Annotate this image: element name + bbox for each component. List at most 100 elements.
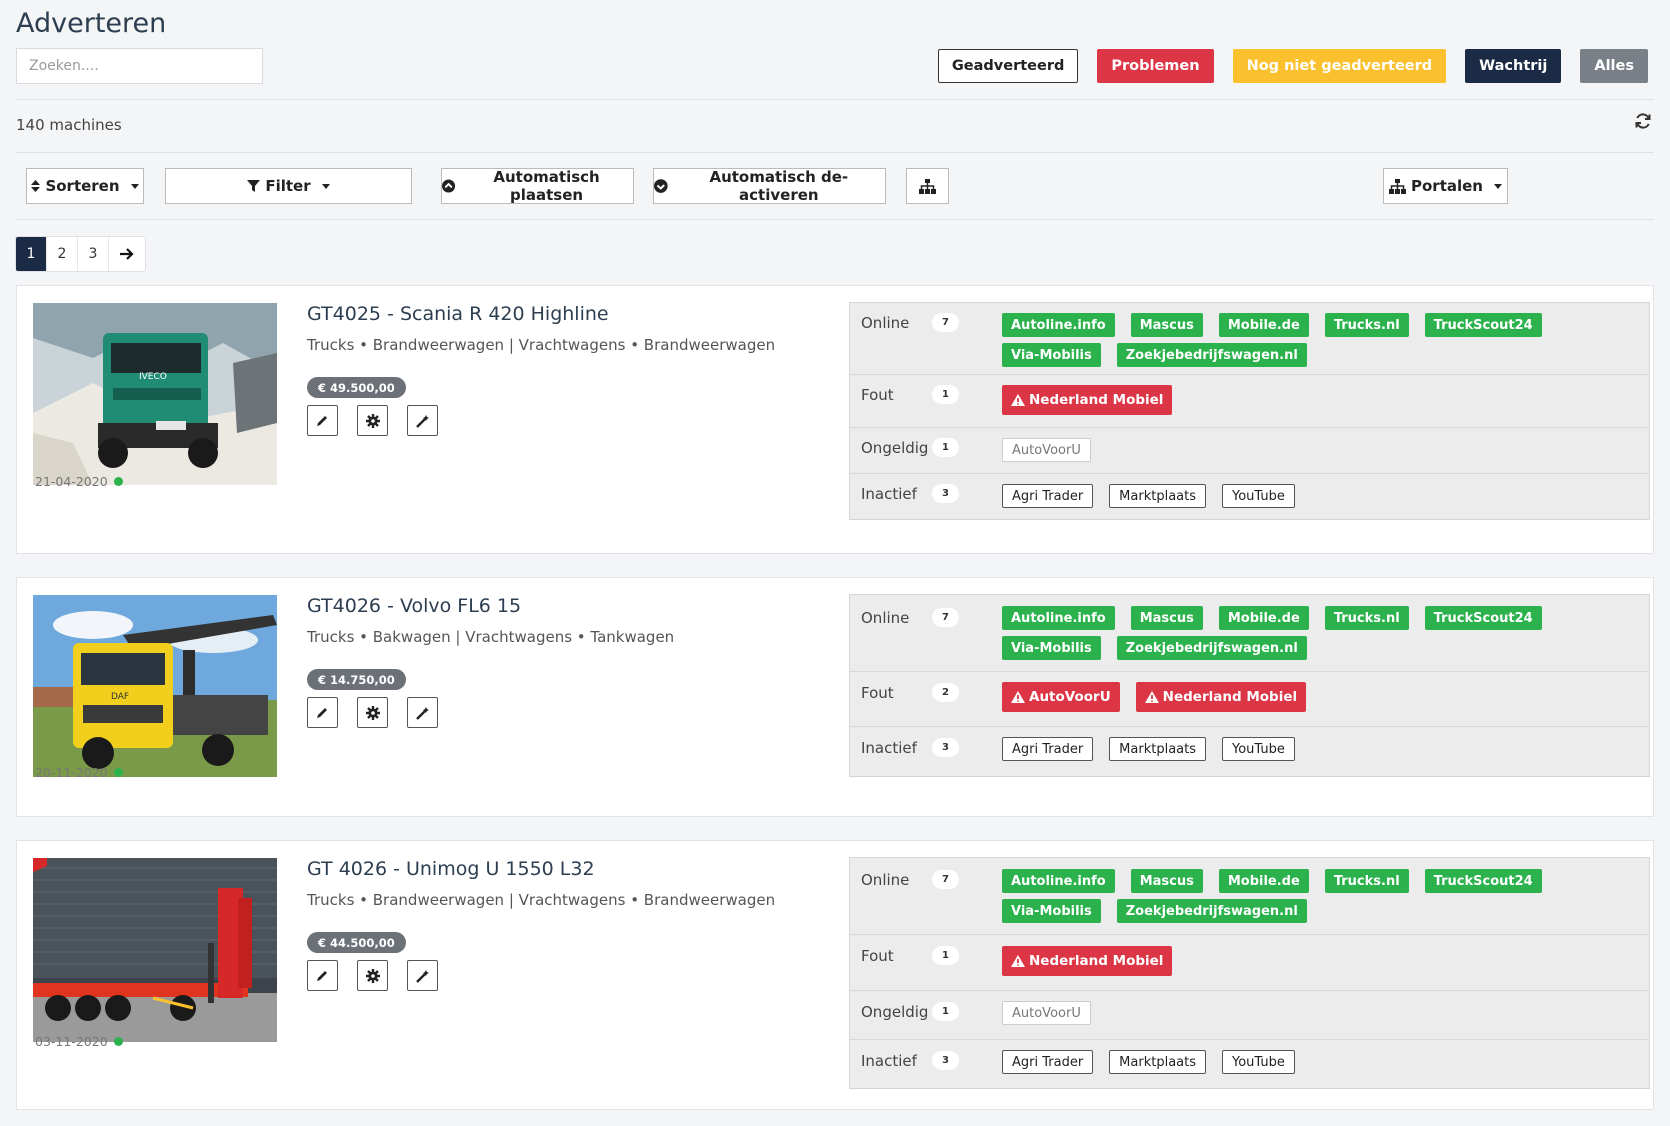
machine-photo[interactable] [33, 858, 277, 1042]
gear-icon [365, 413, 380, 428]
portal-badge[interactable]: Trucks.nl [1324, 606, 1409, 630]
settings-button[interactable] [357, 697, 388, 728]
filter-wachtrij-button[interactable]: Wachtrij [1465, 49, 1562, 83]
next-page-link[interactable] [109, 237, 145, 271]
status-label: Ongeldig [861, 1003, 929, 1021]
machine-photo[interactable]: DAF [33, 595, 277, 777]
status-label: Online [861, 314, 910, 332]
page-2-link[interactable]: 2 [47, 237, 78, 271]
portal-badge[interactable]: AutoVoorU [1002, 682, 1120, 712]
status-count: 2 [932, 683, 959, 702]
portal-badge[interactable]: Marktplaats [1109, 737, 1206, 761]
portal-badge[interactable]: Nederland Mobiel [1002, 385, 1173, 415]
sort-dropdown[interactable]: Sorteren [26, 168, 144, 204]
refresh-icon[interactable] [1634, 112, 1652, 130]
portal-badge[interactable]: TruckScout24 [1424, 313, 1542, 337]
edit-button[interactable] [307, 960, 338, 991]
auto-place-button[interactable]: Automatisch plaatsen [441, 168, 634, 204]
status-row-fout: Fout 1 Nederland Mobiel [850, 935, 1649, 991]
settings-button[interactable] [357, 960, 388, 991]
portal-badge[interactable]: Trucks.nl [1324, 869, 1409, 893]
pencil-icon [317, 708, 327, 718]
portal-list: Autoline.info Mascus Mobile.de Trucks.nl… [1002, 313, 1619, 367]
portal-badge[interactable]: Zoekjebedrijfswagen.nl [1116, 343, 1307, 367]
machine-title[interactable]: GT 4026 - Unimog U 1550 L32 [307, 858, 595, 880]
machine-count: 140 machines [16, 116, 122, 134]
portal-badge[interactable]: Zoekjebedrijfswagen.nl [1116, 899, 1307, 923]
portal-name: Nederland Mobiel [1029, 953, 1164, 969]
portal-list: Agri Trader Marktplaats YouTube [1002, 1050, 1619, 1074]
portal-badge[interactable]: TruckScout24 [1424, 606, 1542, 630]
filter-alles-button[interactable]: Alles [1580, 49, 1648, 83]
machine-date: 03-11-2020 [35, 1034, 123, 1049]
machine-title[interactable]: GT4026 - Volvo FL6 15 [307, 595, 522, 617]
svg-text:IVECO: IVECO [139, 372, 167, 382]
toolbar: Sorteren Filter Automatisch plaatsen Aut… [16, 168, 1654, 204]
portal-badge[interactable]: Zoekjebedrijfswagen.nl [1116, 636, 1307, 660]
portal-badge[interactable]: Trucks.nl [1324, 313, 1409, 337]
machine-category: Trucks • Bakwagen | Vrachtwagens • Tankw… [307, 628, 675, 646]
filter-nog-niet-geadverteerd-button[interactable]: Nog niet geadverteerd [1232, 49, 1447, 83]
status-row-inactief: Inactief 3 Agri Trader Marktplaats YouTu… [850, 727, 1649, 776]
machine-title[interactable]: GT4025 - Scania R 420 Highline [307, 303, 609, 325]
portal-badge[interactable]: Nederland Mobiel [1002, 946, 1173, 976]
search-input[interactable] [16, 48, 263, 84]
page-3-link[interactable]: 3 [78, 237, 109, 271]
portal-badge[interactable]: Autoline.info [1002, 869, 1115, 893]
status-count: 3 [932, 738, 959, 757]
portal-badge[interactable]: AutoVoorU [1002, 438, 1091, 462]
status-count: 3 [932, 484, 959, 503]
portal-badge[interactable]: Mobile.de [1218, 313, 1309, 337]
portal-badge[interactable]: Mascus [1130, 606, 1203, 630]
machine-category: Trucks • Brandweerwagen | Vrachtwagens •… [307, 891, 776, 909]
magic-button[interactable] [407, 697, 438, 728]
portal-badge[interactable]: Agri Trader [1002, 737, 1094, 761]
portal-badge[interactable]: Nederland Mobiel [1135, 682, 1307, 712]
portal-badge[interactable]: Mascus [1130, 313, 1203, 337]
portal-badge[interactable]: Via-Mobilis [1002, 899, 1101, 923]
machine-date: 20-11-2020 [35, 765, 123, 780]
portal-badge[interactable]: YouTube [1222, 484, 1295, 508]
machine-actions [307, 697, 438, 728]
price-badge: € 14.750,00 [307, 669, 406, 690]
portal-list: Autoline.info Mascus Mobile.de Trucks.nl… [1002, 869, 1619, 923]
portal-badge[interactable]: Marktplaats [1109, 484, 1206, 508]
auto-deactivate-button[interactable]: Automatisch de-activeren [653, 168, 886, 204]
pencil-icon [317, 416, 327, 426]
portal-badge[interactable]: Marktplaats [1109, 1050, 1206, 1074]
gear-icon [365, 968, 380, 983]
circle-up-icon [442, 179, 456, 193]
status-count: 1 [932, 438, 959, 457]
magic-wand-icon [415, 969, 429, 983]
page-1-link[interactable]: 1 [16, 237, 47, 271]
magic-button[interactable] [407, 960, 438, 991]
filter-problemen-button[interactable]: Problemen [1097, 49, 1214, 83]
sort-icon [31, 180, 41, 192]
portal-badge[interactable]: Via-Mobilis [1002, 343, 1101, 367]
sitemap-button[interactable] [906, 168, 949, 204]
magic-button[interactable] [407, 405, 438, 436]
portal-badge[interactable]: Mobile.de [1218, 869, 1309, 893]
settings-button[interactable] [357, 405, 388, 436]
portal-badge[interactable]: Agri Trader [1002, 1050, 1094, 1074]
filter-geadverteerd-button[interactable]: Geadverteerd [937, 49, 1079, 83]
portal-badge[interactable]: Autoline.info [1002, 606, 1115, 630]
edit-button[interactable] [307, 697, 338, 728]
machine-photo[interactable]: IVECO [33, 303, 277, 485]
portal-badge[interactable]: Via-Mobilis [1002, 636, 1101, 660]
filter-dropdown[interactable]: Filter [165, 168, 412, 204]
portals-dropdown[interactable]: Portalen [1383, 168, 1508, 204]
machine-card: DAF 20-11-2020 GT4026 - Volvo FL6 15 Tru… [16, 577, 1654, 817]
portal-badge[interactable]: YouTube [1222, 737, 1295, 761]
edit-button[interactable] [307, 405, 338, 436]
portal-badge[interactable]: TruckScout24 [1424, 869, 1542, 893]
portal-badge[interactable]: Agri Trader [1002, 484, 1094, 508]
portal-badge[interactable]: Mascus [1130, 869, 1203, 893]
portal-badge[interactable]: Mobile.de [1218, 606, 1309, 630]
portal-badge[interactable]: Autoline.info [1002, 313, 1115, 337]
portal-list: AutoVoorU [1002, 438, 1619, 462]
portal-badge[interactable]: YouTube [1222, 1050, 1295, 1074]
portal-badge[interactable]: AutoVoorU [1002, 1001, 1091, 1025]
status-count: 1 [932, 385, 959, 404]
status-row-inactief: Inactief 3 Agri Trader Marktplaats YouTu… [850, 1040, 1649, 1088]
